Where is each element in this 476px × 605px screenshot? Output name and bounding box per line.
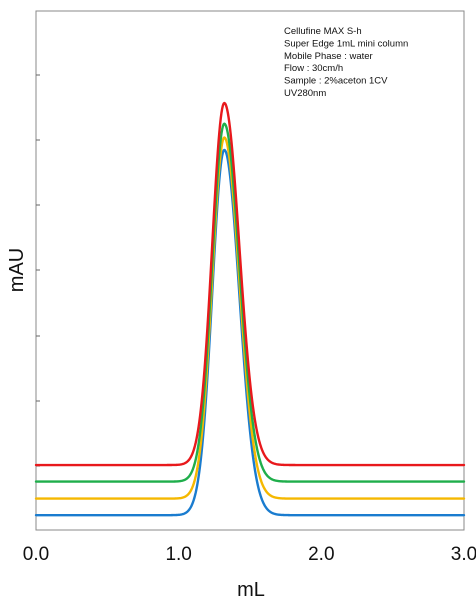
x-tick-label-3: 3.0	[451, 544, 476, 565]
annotation-line-2: Mobile Phase : water	[284, 51, 373, 62]
x-tick-label-0: 0.0	[23, 544, 49, 565]
x-tick-label-1: 1.0	[165, 544, 191, 565]
axes	[35, 10, 465, 531]
x-axis-label: mL	[237, 579, 265, 601]
annotation-line-4: Sample : 2%aceton 1CV	[284, 76, 388, 87]
x-tick-labels: 0.0 1.0 2.0 3.0	[23, 544, 476, 565]
annotation-line-3: Flow : 30cm/h	[284, 63, 343, 74]
series-layer	[34, 101, 466, 517]
plot-frame	[35, 10, 465, 531]
series-line-2	[34, 136, 466, 500]
annotation-line-0: Cellufine MAX S-h	[284, 26, 362, 37]
series-line-3	[34, 148, 466, 517]
annotation-line-1: Super Edge 1mL mini column	[284, 38, 408, 49]
x-tick-label-2: 2.0	[308, 544, 334, 565]
series-line-1	[34, 122, 466, 483]
y-axis-label: mAU	[6, 248, 28, 292]
annotation-line-5: UV280nm	[284, 88, 326, 99]
series-line-0	[34, 101, 466, 467]
